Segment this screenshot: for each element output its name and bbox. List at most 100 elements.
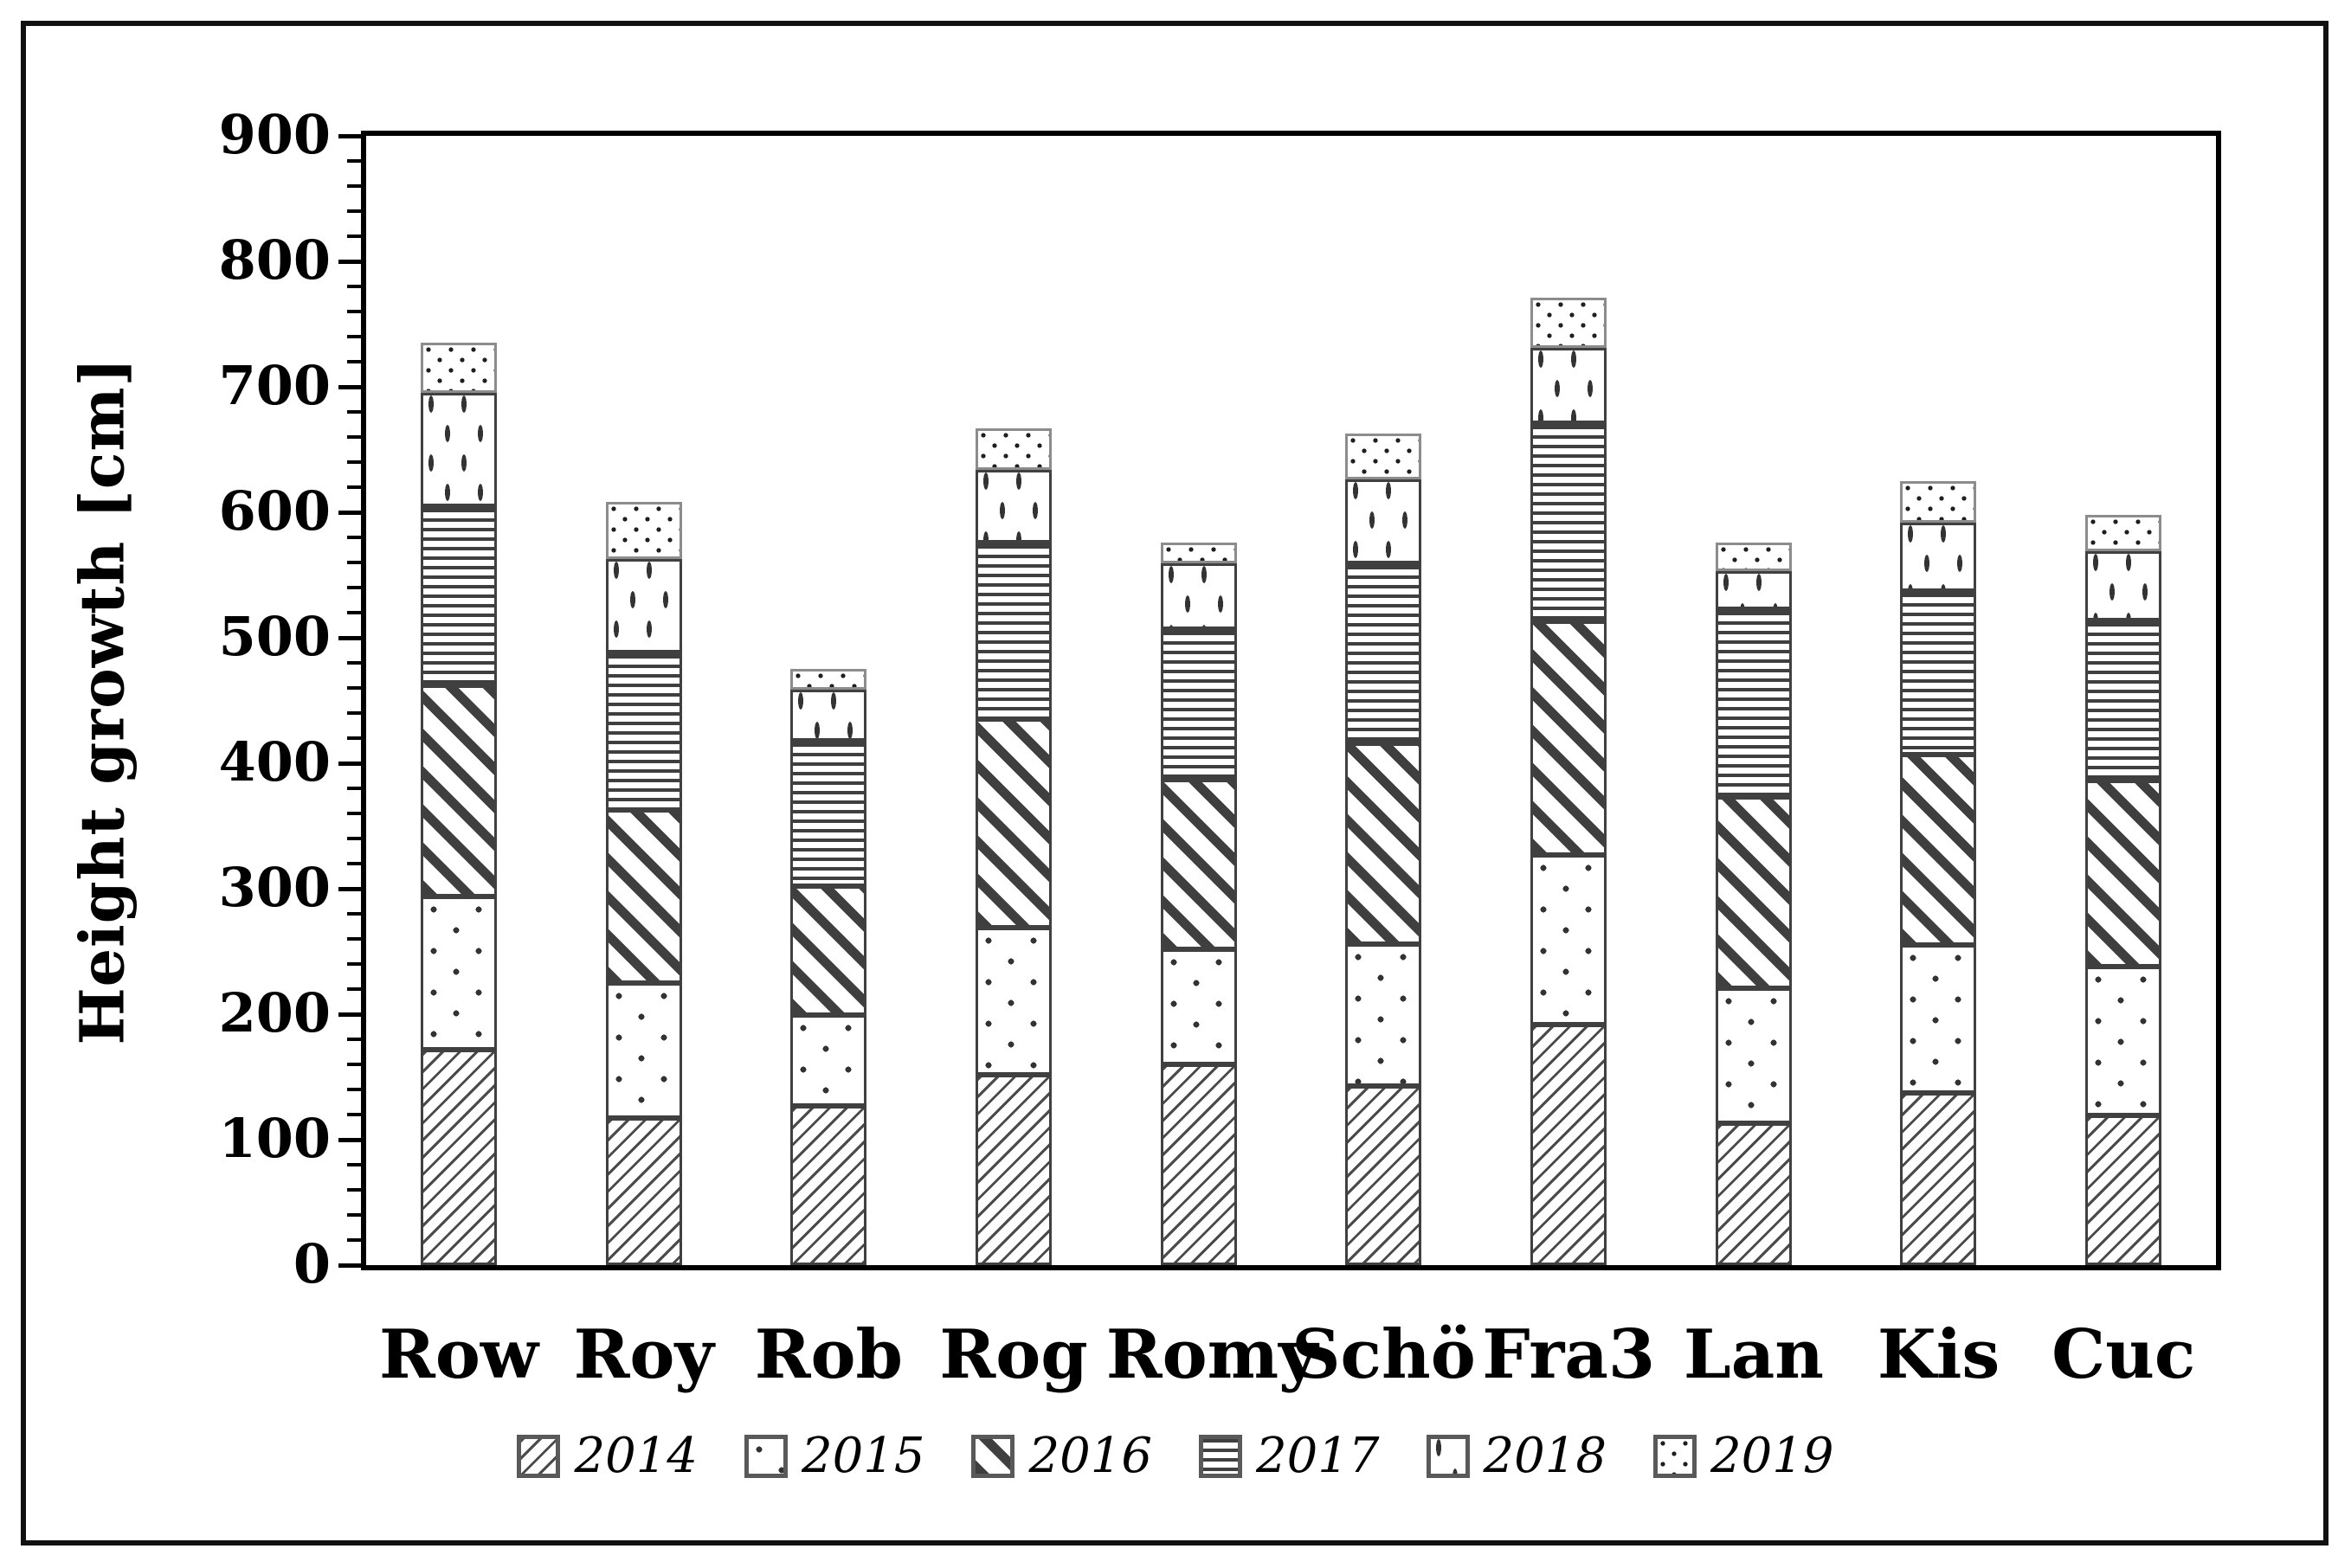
bar-Lan — [1715, 542, 1792, 1265]
bar-Rob — [790, 669, 867, 1265]
y-minor-tick-660 — [347, 435, 361, 439]
y-tick-label-700: 700 — [218, 354, 331, 417]
x-label-Fra3: Fra3 — [1482, 1315, 1656, 1394]
y-tick-label-500: 500 — [218, 605, 331, 668]
bar-segment-Row-2014 — [420, 1049, 497, 1265]
bar-segment-Rob-2016 — [790, 886, 867, 1016]
bar-segment-Kis-2014 — [1900, 1093, 1977, 1265]
legend-item-2015: 2015 — [744, 1428, 925, 1484]
y-minor-tick-20 — [347, 1238, 361, 1242]
y-minor-tick-880 — [347, 159, 361, 163]
y-minor-tick-420 — [347, 736, 361, 740]
bar-segment-Schö-2016 — [1345, 742, 1422, 944]
bar-segment-Rob-2015 — [790, 1015, 867, 1106]
bar-segment-Roy-2015 — [605, 982, 682, 1119]
y-minor-tick-220 — [347, 987, 361, 991]
x-label-Roy: Roy — [573, 1315, 714, 1394]
y-minor-tick-160 — [347, 1063, 361, 1066]
bar-segment-Fra3-2019 — [1530, 298, 1607, 349]
y-major-tick-100 — [338, 1137, 361, 1142]
y-major-tick-600 — [338, 510, 361, 515]
y-major-tick-500 — [338, 635, 361, 640]
legend-item-2016: 2016 — [971, 1432, 1152, 1481]
bar-segment-Rob-2019 — [790, 669, 867, 690]
bar-Romy — [1160, 542, 1237, 1265]
y-minor-tick-780 — [347, 285, 361, 288]
y-tick-label-200: 200 — [218, 981, 331, 1044]
y-minor-tick-760 — [347, 310, 361, 313]
y-minor-tick-640 — [347, 460, 361, 464]
y-minor-tick-680 — [347, 410, 361, 414]
y-tick-label-0: 0 — [293, 1232, 331, 1295]
y-minor-tick-620 — [347, 485, 361, 489]
y-minor-tick-320 — [347, 862, 361, 865]
legend: 2014 2015 2016 2017 2018 2019 — [0, 1432, 2351, 1481]
y-minor-tick-560 — [347, 561, 361, 564]
legend-swatch-horizontal-lines — [1199, 1435, 1242, 1478]
legend-label-2017: 2017 — [1256, 1428, 1380, 1484]
y-minor-tick-180 — [347, 1038, 361, 1041]
y-minor-tick-360 — [347, 812, 361, 815]
bar-Cuc — [2085, 514, 2162, 1265]
bar-segment-Rog-2018 — [975, 469, 1052, 543]
legend-swatch-vertical-dashes — [1426, 1435, 1470, 1478]
x-label-Rog: Rog — [939, 1315, 1088, 1394]
bar-segment-Rog-2014 — [975, 1074, 1052, 1265]
bar-segment-Row-2019 — [420, 343, 497, 394]
bar-segment-Romy-2016 — [1160, 779, 1237, 949]
y-minor-tick-140 — [347, 1088, 361, 1091]
x-label-Kis: Kis — [1877, 1315, 2000, 1394]
bar-segment-Roy-2017 — [605, 652, 682, 810]
y-tick-label-100: 100 — [218, 1107, 331, 1170]
bar-segment-Schö-2018 — [1345, 479, 1422, 564]
y-minor-tick-480 — [347, 661, 361, 665]
y-major-tick-0 — [338, 1263, 361, 1268]
y-minor-tick-860 — [347, 184, 361, 188]
y-minor-tick-240 — [347, 962, 361, 966]
bar-segment-Kis-2019 — [1900, 480, 1977, 523]
legend-label-2019: 2019 — [1710, 1428, 1834, 1484]
bar-segment-Lan-2015 — [1715, 987, 1792, 1124]
bar-segment-Cuc-2019 — [2085, 514, 2162, 551]
bar-segment-Schö-2017 — [1345, 563, 1422, 743]
legend-label-2016: 2016 — [1028, 1428, 1152, 1484]
legend-label-2018: 2018 — [1483, 1428, 1607, 1484]
bar-Roy — [605, 502, 682, 1265]
bar-segment-Romy-2017 — [1160, 628, 1237, 780]
x-label-Schö: Schö — [1291, 1315, 1476, 1394]
y-minor-tick-740 — [347, 335, 361, 338]
y-major-tick-400 — [338, 761, 361, 766]
bar-segment-Cuc-2016 — [2085, 781, 2162, 967]
bar-segment-Schö-2019 — [1345, 433, 1422, 480]
y-minor-tick-60 — [347, 1188, 361, 1192]
y-minor-tick-580 — [347, 536, 361, 539]
bar-segment-Fra3-2015 — [1530, 854, 1607, 1025]
legend-item-2017: 2017 — [1199, 1432, 1380, 1481]
y-major-tick-200 — [338, 1012, 361, 1017]
legend-label-2014: 2014 — [574, 1428, 698, 1484]
bar-segment-Cuc-2017 — [2085, 620, 2162, 781]
legend-item-2019: 2019 — [1653, 1432, 1834, 1481]
bar-segment-Roy-2018 — [605, 558, 682, 653]
bar-segment-Row-2017 — [420, 505, 497, 686]
legend-label-2015: 2015 — [801, 1428, 925, 1484]
bar-segment-Rob-2017 — [790, 740, 867, 887]
bar-segment-Fra3-2014 — [1530, 1024, 1607, 1265]
figure-border — [21, 21, 2328, 1546]
bar-segment-Rog-2019 — [975, 427, 1052, 470]
y-tick-label-400: 400 — [218, 730, 331, 794]
y-tick-label-900: 900 — [218, 103, 331, 166]
bar-segment-Kis-2016 — [1900, 754, 1977, 946]
legend-swatch-dense-dots — [1653, 1435, 1697, 1478]
bar-segment-Lan-2017 — [1715, 608, 1792, 798]
y-minor-tick-460 — [347, 686, 361, 690]
y-major-tick-700 — [338, 384, 361, 389]
legend-item-2018: 2018 — [1426, 1428, 1607, 1484]
y-minor-tick-120 — [347, 1113, 361, 1116]
bar-segment-Cuc-2014 — [2085, 1115, 2162, 1265]
y-minor-tick-280 — [347, 912, 361, 916]
y-minor-tick-440 — [347, 711, 361, 715]
y-minor-tick-340 — [347, 837, 361, 840]
y-tick-label-800: 800 — [218, 228, 331, 292]
